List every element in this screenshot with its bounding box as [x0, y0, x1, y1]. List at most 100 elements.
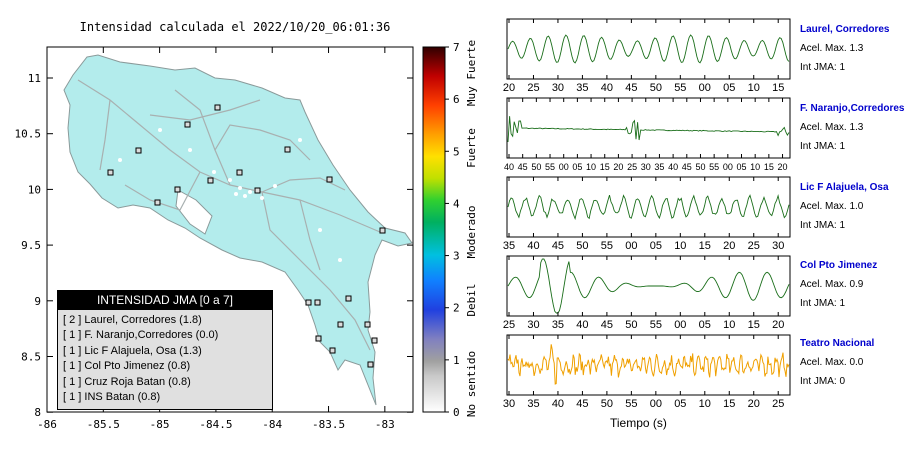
- waveform-x-tick-label: 30: [527, 319, 539, 331]
- waveform-x-tick-label: 45: [576, 398, 588, 410]
- waveform-x-tick-label: 15: [748, 319, 760, 331]
- waveform-panel-frame: [506, 97, 791, 159]
- legend-header: INTENSIDAD JMA [0 a 7]: [58, 291, 272, 310]
- colorbar-tick-label: 6: [453, 93, 460, 106]
- station-info-1: F. Naranjo,Corredores Acel. Max. 1.3 Int…: [800, 103, 904, 152]
- waveform-x-tick-label: 55: [650, 319, 662, 331]
- waveform-x-tick-label: 25: [748, 240, 760, 252]
- waveform-x-tick-label: 35: [503, 240, 515, 252]
- map-y-tick-label: 11: [28, 72, 41, 85]
- colorbar-tick-label: 1: [453, 354, 460, 367]
- waveform-x-tick-label: 35: [654, 162, 664, 172]
- waveform-x-tick-label: 40: [576, 319, 588, 331]
- colorbar-tick-label: 3: [453, 250, 460, 263]
- waveform-x-tick-label: 15: [723, 398, 735, 410]
- waveform-x-tick-label: 55: [545, 162, 555, 172]
- waveform-x-tick-label: 15: [764, 162, 774, 172]
- waveform-x-tick-label: 15: [772, 82, 784, 94]
- waveform-x-tick-label: 10: [674, 240, 686, 252]
- colorbar: [422, 46, 446, 413]
- costa-rica-landmass: [63, 54, 413, 406]
- station-name: Teatro Nacional: [800, 338, 875, 349]
- legend-row: [ 1 ] F. Naranjo,Corredores (0.0): [63, 329, 219, 342]
- legend-row: [ 2 ] Laurel, Corredores (1.8): [63, 314, 202, 326]
- legend-row: [ 1 ] Cruz Roja Batan (0.8): [63, 375, 191, 388]
- colorbar-labels: Muy Fuerte Fuerte Moderado Debil No sentido: [465, 40, 478, 417]
- legend-row: [ 1 ] Lic F Alajuela, Osa (1.3): [63, 344, 202, 357]
- waveform-x-tick-label: 40: [601, 82, 613, 94]
- max-accel: Acel. Max. 0.9: [800, 279, 864, 290]
- waveform-trace: [507, 193, 790, 221]
- colorbar-tick-label: 5: [453, 145, 460, 158]
- colorbar-tick-label: 0: [453, 406, 460, 419]
- waveform-x-tick-label: 20: [723, 240, 735, 252]
- map-y-tick-label: 10: [28, 183, 41, 196]
- waveform-x-tick-label: 50: [695, 162, 705, 172]
- waveform-x-tick-label: 35: [552, 319, 564, 331]
- map-axes: -86 -85.5 -85 -84.5 -84 -83.5 -83 11 10.5 10 9.5 9 8…: [15, 47, 413, 431]
- colorbar-category-label: Debil: [465, 283, 478, 316]
- waveform-x-tick-label: 40: [668, 162, 678, 172]
- waveform-x-tick-label: 00: [559, 162, 569, 172]
- waveform-x-tick-label: 10: [750, 162, 760, 172]
- map-x-tick-label: -85: [150, 418, 170, 431]
- station-name: Laurel, Corredores: [800, 24, 890, 35]
- waveform-x-tick-label: 45: [625, 82, 637, 94]
- waveform-x-tick-label: 00: [674, 319, 686, 331]
- colorbar-category-label: Fuerte: [465, 128, 478, 168]
- waveform-x-tick-label: 10: [723, 319, 735, 331]
- map-x-tick-label: -83.5: [312, 418, 345, 431]
- station-info-2: Lic F Alajuela, Osa Acel. Max. 1.0 Int J…: [800, 182, 889, 231]
- map-y-tick-label: 8: [34, 406, 41, 419]
- waveform-x-tick-label: 35: [576, 82, 588, 94]
- waveform-x-tick-label: 55: [625, 398, 637, 410]
- colorbar-tick-label: 4: [453, 197, 460, 210]
- max-accel: Acel. Max. 0.0: [800, 357, 864, 368]
- colorbar-category-label: No sentido: [465, 351, 478, 417]
- waveform-x-tick-label: 30: [772, 240, 784, 252]
- station-info-0: Laurel, Corredores Acel. Max. 1.3 Int JM…: [800, 24, 889, 73]
- map-y-tick-label: 9: [34, 295, 41, 308]
- waveform-x-tick-label: 10: [699, 398, 711, 410]
- map-x-tick-label: -84: [262, 418, 282, 431]
- station-name: F. Naranjo,Corredores: [800, 103, 905, 114]
- waveform-x-tick-label: 40: [552, 398, 564, 410]
- waveform-x-tick-label: 50: [625, 319, 637, 331]
- colorbar-ticks: 7 6 5 4 3 2 1 0: [445, 41, 460, 419]
- waveform-x-tick-label: 35: [527, 398, 539, 410]
- map-x-tick-label: -86: [37, 418, 57, 431]
- waveform-x-tick-label: 00: [723, 162, 733, 172]
- waveform-x-tick-label: 45: [552, 240, 564, 252]
- jma-intensity: Int JMA: 1: [800, 298, 846, 309]
- waveform-x-tick-label: 50: [576, 240, 588, 252]
- waveform-panel-frame: [506, 334, 791, 396]
- waveform-x-tick-label: 15: [600, 162, 610, 172]
- waveform-panel-frame: [506, 18, 791, 80]
- waveform-x-tick-label: 20: [778, 162, 788, 172]
- map-y-tick-label: 9.5: [21, 239, 41, 252]
- waveform-x-tick-label: 00: [650, 398, 662, 410]
- waveform-x-tick-label: 40: [504, 162, 514, 172]
- map-y-tick-label: 10.5: [15, 128, 42, 141]
- waveform-x-tick-label: 20: [748, 398, 760, 410]
- waveform-x-tick-label: 00: [699, 82, 711, 94]
- waveform-x-tick-label: 45: [518, 162, 528, 172]
- waveform-x-tick-label: 55: [709, 162, 719, 172]
- colorbar-tick-label: 2: [453, 302, 460, 315]
- waveform-x-tick-label: 40: [527, 240, 539, 252]
- waveform-x-tick-label: 10: [748, 82, 760, 94]
- map-x-tick-label: -83: [375, 418, 395, 431]
- x-axis-label: Tiempo (s): [610, 416, 667, 430]
- jma-intensity: Int JMA: 0: [800, 376, 846, 387]
- legend-row: [ 1 ] INS Batan (0.8): [63, 390, 161, 403]
- max-accel: Acel. Max. 1.3: [800, 122, 864, 133]
- colorbar-category-label: Moderado: [465, 206, 478, 259]
- waveform-trace: [507, 258, 790, 314]
- waveform-x-tick-label: 30: [503, 398, 515, 410]
- waveform-x-tick-label: 45: [682, 162, 692, 172]
- waveform-trace: [507, 344, 790, 385]
- waveform-x-tick-label: 05: [650, 240, 662, 252]
- colorbar-category-label: Muy Fuerte: [465, 40, 478, 106]
- waveform-x-tick-label: 30: [552, 82, 564, 94]
